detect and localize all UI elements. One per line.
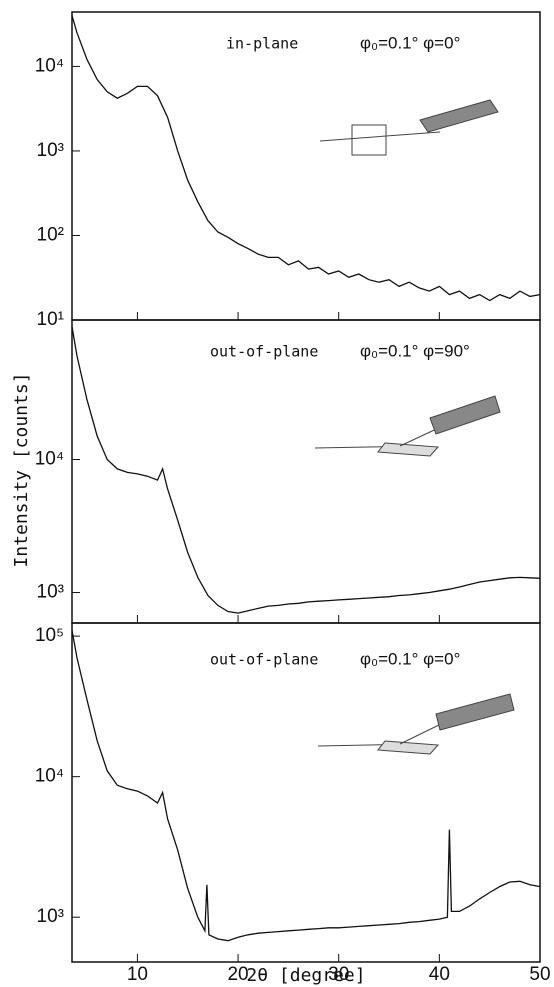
data-line	[71, 15, 541, 302]
y-tick-label: 10⁴	[35, 766, 64, 787]
annotation-angles: φ₀=0.1° φ=90°	[360, 341, 470, 360]
y-tick-label: 10³	[37, 906, 64, 927]
x-tick-label: 50	[529, 964, 550, 985]
y-tick-label: 10¹	[37, 309, 64, 330]
y-axis-label: Intensity [counts]	[11, 372, 32, 567]
data-line	[71, 326, 541, 614]
annotation: out-of-plane	[210, 343, 318, 361]
x-tick-label: 10	[127, 964, 148, 985]
x-axis-label: 2θ [degree]	[246, 965, 365, 986]
plot-frame	[71, 11, 541, 321]
y-tick-label: 10²	[37, 224, 64, 245]
annotation-angles: φ₀=0.1° φ=0°	[360, 33, 460, 52]
x-tick-label: 20	[227, 964, 248, 985]
annotation: out-of-plane	[210, 651, 318, 669]
y-tick-label: 10³	[37, 140, 64, 161]
x-tick-label: 40	[429, 964, 450, 985]
inset-icon	[314, 99, 515, 755]
y-tick-label: 10⁵	[35, 625, 64, 646]
annotation: in-plane	[226, 35, 298, 53]
y-tick-label: 10³	[37, 582, 64, 603]
plot-frame	[71, 319, 541, 624]
x-tick-label: 30	[328, 964, 349, 985]
y-tick-label: 10⁴	[35, 449, 64, 470]
annotation-angles: φ₀=0.1° φ=0°	[360, 649, 460, 668]
plot-frame	[71, 622, 541, 963]
data-line	[71, 630, 541, 942]
y-tick-label: 10⁴	[35, 55, 64, 76]
